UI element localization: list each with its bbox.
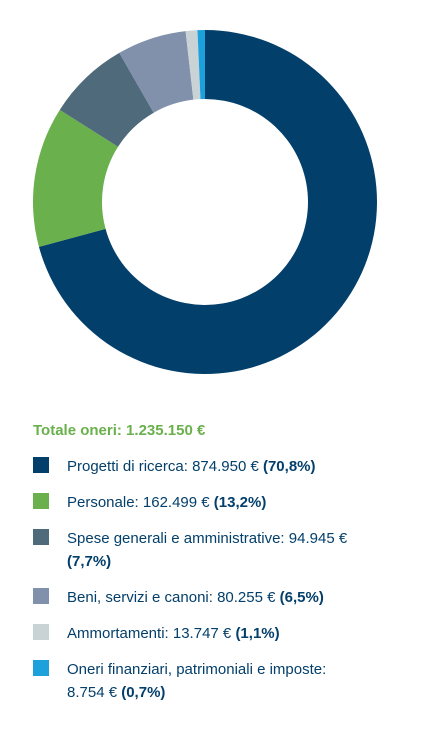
legend-item: Ammortamenti: 13.747 € (1,1%)	[33, 622, 433, 645]
legend: Progetti di ricerca: 874.950 € (70,8%) Pe…	[33, 455, 433, 717]
percent-label: (7,7%)	[67, 553, 112, 570]
legend-swatch	[33, 493, 49, 509]
legend-label: Ammortamenti:	[67, 625, 169, 642]
legend-item: Spese generali e amministrative: 94.945 …	[33, 527, 433, 573]
total-label: Totale oneri: 1.235.150 €	[33, 422, 206, 439]
legend-item: Progetti di ricerca: 874.950 € (70,8%)	[33, 455, 433, 478]
legend-item: Beni, servizi e canoni: 80.255 € (6,5%)	[33, 586, 433, 609]
slice	[59, 52, 154, 147]
legend-label: Beni, servizi e canoni:	[67, 589, 213, 606]
slice	[38, 30, 378, 374]
amount-label: 8.754 €	[67, 684, 118, 701]
legend-text: Oneri finanziari, patrimoniali e imposte…	[67, 658, 367, 704]
legend-text: Personale: 162.499 € (13,2%)	[67, 491, 367, 514]
amount-label: 874.950 €	[192, 458, 259, 475]
percent-label: (0,7%)	[121, 684, 166, 701]
slice	[119, 31, 194, 113]
donut-chart	[33, 30, 378, 374]
legend-swatch	[33, 660, 49, 676]
slice	[185, 30, 201, 100]
legend-item: Oneri finanziari, patrimoniali e imposte…	[33, 658, 433, 704]
legend-swatch	[33, 624, 49, 640]
legend-label: Personale:	[67, 494, 139, 511]
legend-text: Beni, servizi e canoni: 80.255 € (6,5%)	[67, 586, 367, 609]
legend-label: Progetti di ricerca:	[67, 458, 188, 475]
slice	[33, 109, 119, 247]
legend-text: Spese generali e amministrative: 94.945 …	[67, 527, 367, 573]
slice	[197, 30, 205, 100]
percent-label: (13,2%)	[213, 494, 267, 511]
amount-label: 13.747 €	[172, 625, 232, 642]
legend-text: Progetti di ricerca: 874.950 € (70,8%)	[67, 455, 367, 478]
legend-text: Ammortamenti: 13.747 € (1,1%)	[67, 622, 367, 645]
legend-swatch	[33, 588, 49, 604]
percent-label: (6,5%)	[279, 589, 324, 606]
legend-label: Oneri finanziari, patrimoniali e imposte…	[67, 661, 327, 678]
percent-label: (1,1%)	[235, 625, 280, 642]
legend-swatch	[33, 529, 49, 545]
amount-label: 94.945 €	[288, 530, 348, 547]
legend-label: Spese generali e amministrative:	[67, 530, 285, 547]
legend-item: Personale: 162.499 € (13,2%)	[33, 491, 433, 514]
legend-swatch	[33, 457, 49, 473]
percent-label: (70,8%)	[262, 458, 316, 475]
amount-label: 80.255 €	[217, 589, 276, 606]
amount-label: 162.499 €	[142, 494, 210, 511]
